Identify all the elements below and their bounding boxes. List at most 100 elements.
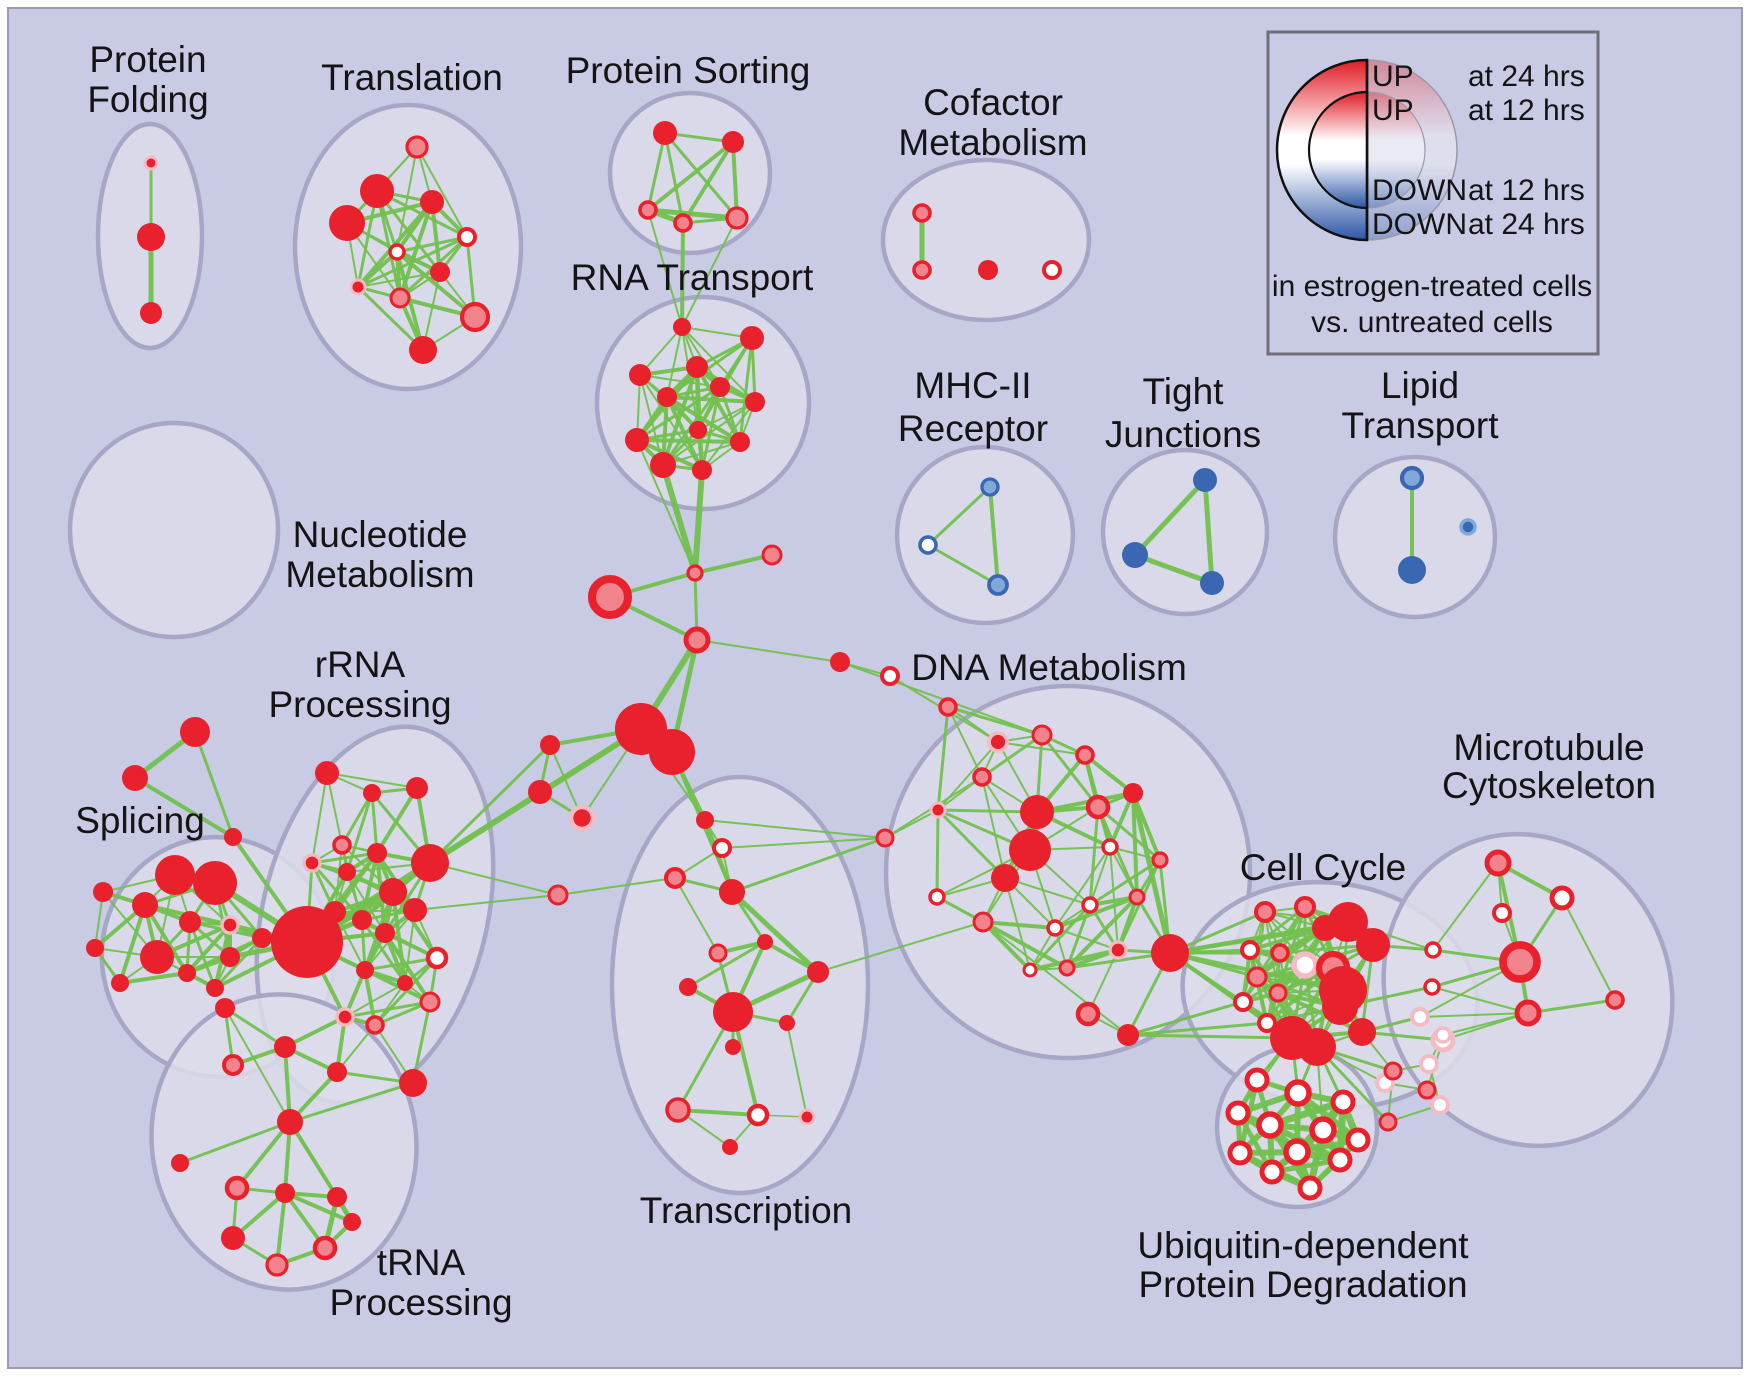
node-rt1 (673, 318, 691, 336)
edge-rr19-rr23 (336, 1024, 376, 1073)
node-ub8 (1227, 1140, 1253, 1166)
node-cc20 (1424, 941, 1442, 959)
edge-rt5-rt9 (635, 385, 722, 442)
node-cf1 (912, 203, 932, 223)
edge-rr13-rr16 (404, 909, 416, 984)
edge-rt7-rt8 (697, 401, 756, 431)
node-rt4 (629, 364, 651, 386)
node-dn2 (1031, 724, 1053, 746)
edge-dn4-dn13 (981, 776, 1006, 879)
node-sp11 (206, 979, 224, 997)
node-ps3 (638, 200, 658, 220)
node-rr6 (367, 843, 387, 863)
node-lp1 (1399, 465, 1425, 491)
edge-tj2-tj3 (1132, 552, 1215, 586)
node-rr14 (425, 946, 449, 970)
edge-hb6-rr13 (414, 894, 559, 911)
node-tn6 (312, 1235, 338, 1261)
node-tn4 (327, 1187, 347, 1207)
edge-rr4-rr10 (334, 844, 343, 913)
edge-dn9-dn12 (1131, 791, 1139, 899)
edge-sp3-sp12 (118, 903, 147, 985)
node-g1 (271, 906, 343, 978)
node-sp10 (220, 947, 240, 967)
edge-dn10-dn18 (1109, 846, 1119, 951)
cluster-label-cell-cycle: Cell Cycle (1240, 847, 1407, 888)
node-dn7 (1009, 829, 1051, 871)
edge-tr1-tr3 (193, 730, 235, 839)
node-sp13 (252, 928, 272, 948)
node-tx13 (746, 1103, 770, 1127)
node-rr16 (397, 975, 413, 991)
node-cc18 (1322, 989, 1358, 1025)
node-ps2 (722, 131, 744, 153)
node-cf4 (1042, 260, 1062, 280)
edge-tx8-dn15 (817, 921, 984, 973)
node-mt8 (1605, 990, 1625, 1010)
edge-tx4-dn0 (730, 836, 887, 894)
node-cc19 (1348, 1018, 1376, 1046)
node-hb6 (547, 884, 569, 906)
node-cc17 (1298, 1028, 1336, 1066)
node-tn3 (275, 1183, 295, 1203)
legend-time-1: at 12 hrs (1468, 94, 1585, 127)
edge-tn0-tn2 (235, 1120, 292, 1190)
node-rr20 (215, 998, 235, 1018)
edge-rt11-ch1 (660, 462, 698, 576)
edge-mh1-mh3 (988, 485, 1000, 587)
node-rr2 (363, 784, 381, 802)
edge-cc1-cc14 (1126, 1000, 1245, 1037)
node-rr17 (419, 991, 441, 1013)
edge-dn5-dn22 (936, 705, 950, 812)
edge-tl6-tl10 (395, 250, 477, 319)
edge-sp3-sp9 (143, 903, 189, 975)
node-tx7 (679, 978, 697, 996)
edge-rt12-ch1 (692, 467, 705, 576)
edge-sp9-sp12 (118, 971, 189, 985)
edge-rt10-rt11 (662, 441, 741, 466)
cluster-ellipse-lipid-transport (1332, 454, 1498, 620)
node-tx3 (663, 866, 687, 890)
node-cc7 (1240, 940, 1260, 960)
edge-dn8-dn17 (1088, 805, 1100, 907)
node-cc6 (1356, 928, 1390, 962)
node-dn21 (1075, 1001, 1101, 1027)
node-sp5 (179, 911, 201, 933)
edge-tx1-dn0 (704, 819, 886, 839)
edge-dn5-dn13 (936, 808, 1007, 880)
node-rt2 (740, 326, 764, 350)
edge-rt6-rt7 (665, 395, 757, 404)
edge-tl7-tl8 (357, 271, 441, 288)
node-tx2 (712, 838, 732, 858)
edge-cc3-cc7 (1248, 905, 1307, 952)
node-ub9 (1283, 1138, 1311, 1166)
node-dn4 (972, 767, 992, 787)
edge-rt9-ch1 (636, 439, 696, 574)
edge-mh1-mh2 (926, 485, 992, 547)
node-rr8 (411, 844, 449, 882)
node-ch1 (686, 564, 704, 582)
edge-ps1-ps3 (646, 131, 667, 212)
node-cc14 (1233, 992, 1253, 1012)
cluster-label-lipid-transport: Lipid Transport (1342, 365, 1500, 446)
edge-rt2-rt10 (738, 336, 754, 444)
edge-rr2-rr7 (345, 791, 374, 874)
edge-cc1-cc16 (1126, 1033, 1294, 1040)
edge-tl8-tl11 (356, 285, 425, 352)
node-mt10 (1434, 1026, 1452, 1044)
node-rr19 (365, 1015, 385, 1035)
edge-dn15-dn19 (981, 920, 1032, 972)
edge-rt9-rt10 (635, 438, 742, 444)
node-tx8 (807, 961, 829, 983)
node-ps5 (725, 206, 749, 230)
edge-ps3-ps5 (645, 207, 740, 221)
node-hb3 (540, 735, 560, 755)
legend-time-3: at 24 hrs (1468, 208, 1585, 241)
edge-rr24-tn0 (288, 1081, 415, 1124)
node-ub7 (1345, 1127, 1371, 1153)
edge-rr1-rr4 (326, 772, 343, 846)
edge-hb3-rr8 (428, 743, 552, 865)
node-rr1 (315, 761, 339, 785)
edge-rt4-rt12 (639, 374, 703, 471)
node-tx11 (725, 1039, 741, 1055)
